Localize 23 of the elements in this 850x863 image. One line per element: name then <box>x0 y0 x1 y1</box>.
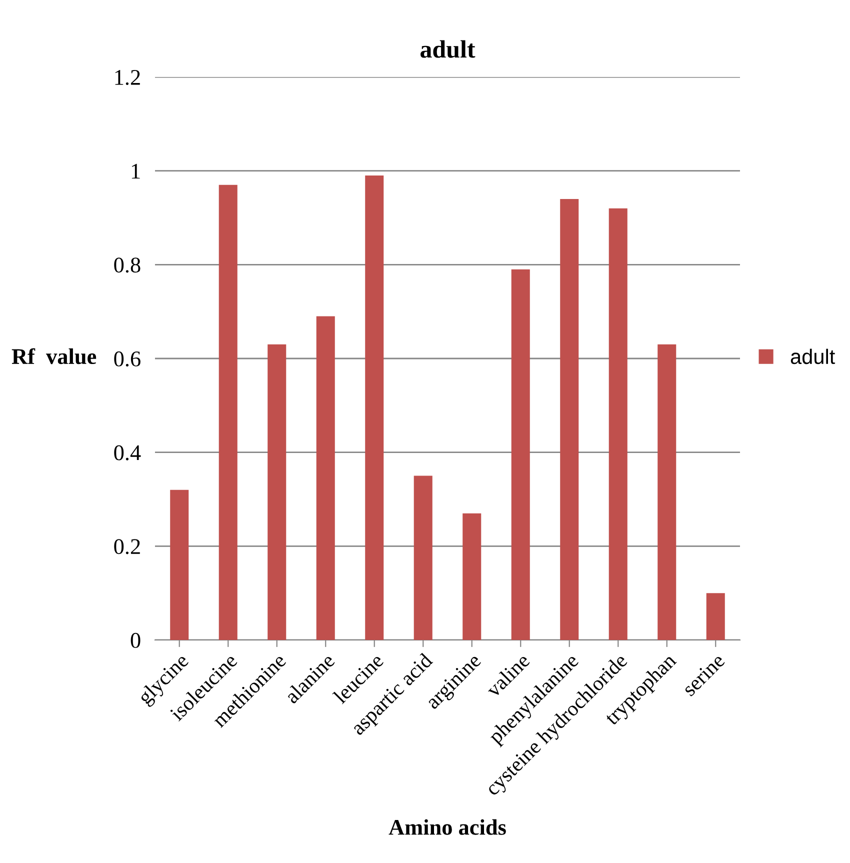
legend-label: adult <box>790 348 836 364</box>
y-tick-label: 1.2 <box>115 70 140 86</box>
y-tick-label: 1 <box>132 164 140 179</box>
bar <box>706 593 725 640</box>
y-tick-label: 0.8 <box>114 258 140 273</box>
bar <box>414 476 432 640</box>
bar <box>658 344 676 640</box>
y-tick-label: 0 <box>130 632 140 648</box>
bar <box>218 184 238 640</box>
x-axis-title: Amino acids <box>388 819 506 835</box>
bar <box>511 269 530 640</box>
y-axis-title: Rf value <box>12 348 96 364</box>
bar <box>268 344 286 640</box>
chart-title: adult <box>420 40 476 58</box>
bar <box>560 198 579 640</box>
bar <box>462 513 482 640</box>
y-tick-label: 0.2 <box>114 539 140 554</box>
bar <box>316 316 335 640</box>
y-tick-label: 0.4 <box>114 445 141 460</box>
bar <box>608 208 628 640</box>
y-tick-label: 0.6 <box>114 351 140 367</box>
bar <box>365 176 384 640</box>
bar <box>170 490 189 640</box>
